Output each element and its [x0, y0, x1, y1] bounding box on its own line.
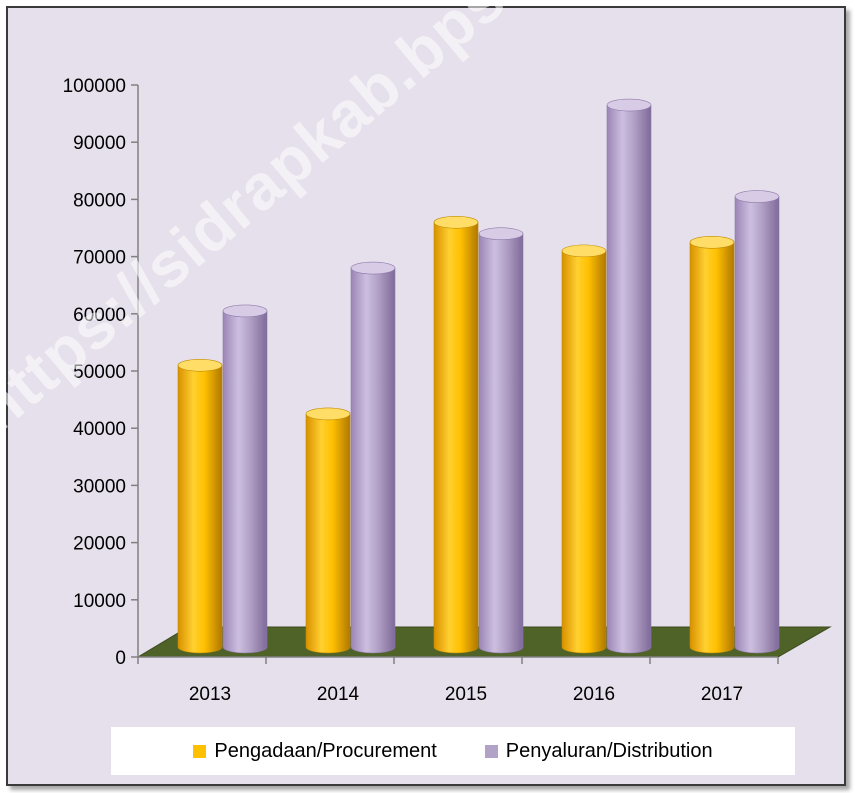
bar-body [734, 196, 780, 654]
bar-top [689, 236, 735, 249]
bar-body [305, 413, 351, 654]
bar-top [222, 304, 268, 318]
y-tick-label: 10000 [73, 591, 126, 612]
bar-procurement-2016 [561, 244, 607, 654]
y-tick-label: 0 [115, 648, 126, 669]
bar-procurement-2017 [689, 236, 735, 654]
bar-distribution-2015 [478, 227, 524, 654]
x-tick-label: 2013 [189, 684, 231, 705]
bar-procurement-2014 [305, 407, 351, 654]
bar-top [177, 358, 223, 372]
bar-body [350, 267, 396, 654]
y-tick-label: 60000 [73, 305, 126, 326]
bar-body [222, 310, 268, 654]
y-tick-label: 50000 [73, 362, 126, 383]
bar-top [305, 407, 351, 421]
x-tick-label: 2017 [701, 684, 743, 705]
x-tick-label: 2015 [445, 684, 487, 705]
legend-swatch-distribution [484, 744, 498, 758]
y-tick-label: 20000 [73, 534, 126, 555]
y-tick-label: 80000 [73, 190, 126, 211]
bar-top [350, 261, 396, 275]
bar-body [478, 233, 524, 654]
bar-distribution-2016 [606, 98, 652, 654]
bar-body [689, 242, 735, 654]
bar-top [734, 190, 780, 203]
bar-body [433, 221, 479, 654]
bar-distribution-2017 [734, 190, 780, 654]
bar-top [561, 244, 607, 258]
legend-label-distribution: Penyaluran/Distribution [505, 739, 713, 762]
legend-item-procurement: Pengadaan/Procurement [193, 739, 437, 763]
bar-top [606, 98, 652, 112]
bars [177, 98, 780, 654]
y-tick-label: 40000 [73, 419, 126, 440]
y-tick-label: 70000 [73, 248, 126, 269]
bar-distribution-2014 [350, 261, 396, 654]
y-tick-label: 100000 [63, 76, 126, 97]
bar-body [177, 364, 223, 654]
x-tick-label: 2016 [573, 684, 615, 705]
x-tick-label: 2014 [317, 684, 360, 705]
legend: Pengadaan/Procurement Penyaluran/Distrib… [111, 727, 795, 775]
y-axis-ticks: 0 10000 20000 30000 40000 50000 60000 70000 8000… [63, 76, 138, 669]
x-axis-ticks: 2013 2014 2015 2016 2017 [137, 657, 779, 705]
bar-top [478, 227, 524, 241]
legend-item-distribution: Penyaluran/Distribution [484, 739, 713, 763]
bar-distribution-2013 [222, 304, 268, 654]
legend-swatch-procurement [193, 744, 207, 758]
y-tick-label: 90000 [73, 133, 126, 154]
bar-body [606, 104, 652, 654]
bar-procurement-2013 [177, 358, 223, 654]
bar-body [561, 250, 607, 654]
legend-label-procurement: Pengadaan/Procurement [214, 739, 437, 762]
bar-top [433, 215, 479, 229]
bar-procurement-2015 [433, 215, 479, 654]
y-tick-label: 30000 [73, 476, 126, 497]
